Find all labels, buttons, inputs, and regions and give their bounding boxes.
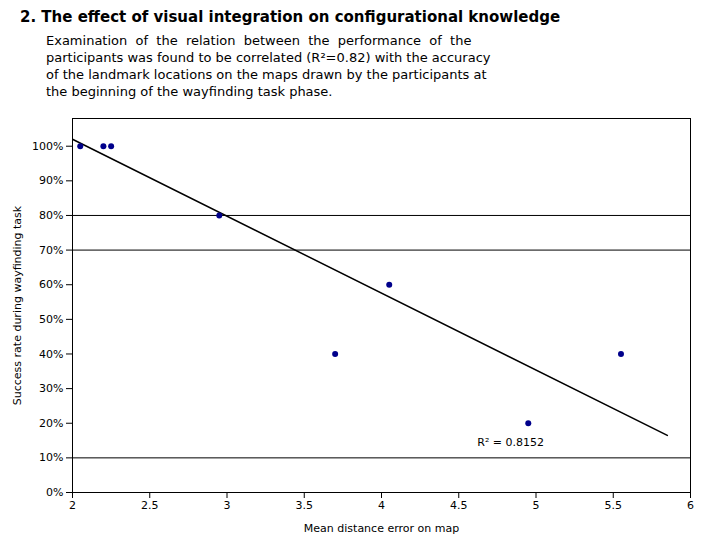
svg-text:2.5: 2.5 [141,499,159,512]
svg-text:6: 6 [687,499,694,512]
html-text:participants was found to be c: participants was found to be correlated … [46,50,491,65]
svg-text:R² = 0.8152: R² = 0.8152 [477,436,544,449]
svg-text:4.5: 4.5 [450,499,468,512]
svg-text:90%: 90% [39,174,63,187]
svg-text:Mean distance error on map: Mean distance error on map [304,522,459,535]
svg-text:50%: 50% [39,313,63,326]
html-text:2. The effect of visual integr: 2. The effect of visual integration on c… [20,8,561,26]
svg-text:0%: 0% [46,486,63,499]
svg-text:3: 3 [224,499,231,512]
svg-text:3.5: 3.5 [296,499,314,512]
html-text:the beginning of the wayfindin: the beginning of the wayfinding task pha… [46,84,333,99]
svg-text:5.5: 5.5 [605,499,623,512]
svg-text:10%: 10% [39,451,63,464]
svg-text:Success rate during wayfinding: Success rate during wayfinding task [11,205,24,405]
svg-text:70%: 70% [39,244,63,257]
svg-text:2: 2 [69,499,76,512]
svg-text:80%: 80% [39,209,63,222]
html-text:Examination of the relation be: Examination of the relation between the … [46,33,472,48]
svg-text:100%: 100% [32,140,63,153]
svg-text:60%: 60% [39,278,63,291]
html-text:of the landmark locations on t: of the landmark locations on the maps dr… [46,67,487,82]
svg-text:40%: 40% [39,348,63,361]
svg-text:4: 4 [378,499,385,512]
svg-text:30%: 30% [39,382,63,395]
svg-text:20%: 20% [39,417,63,430]
svg-text:5: 5 [533,499,540,512]
